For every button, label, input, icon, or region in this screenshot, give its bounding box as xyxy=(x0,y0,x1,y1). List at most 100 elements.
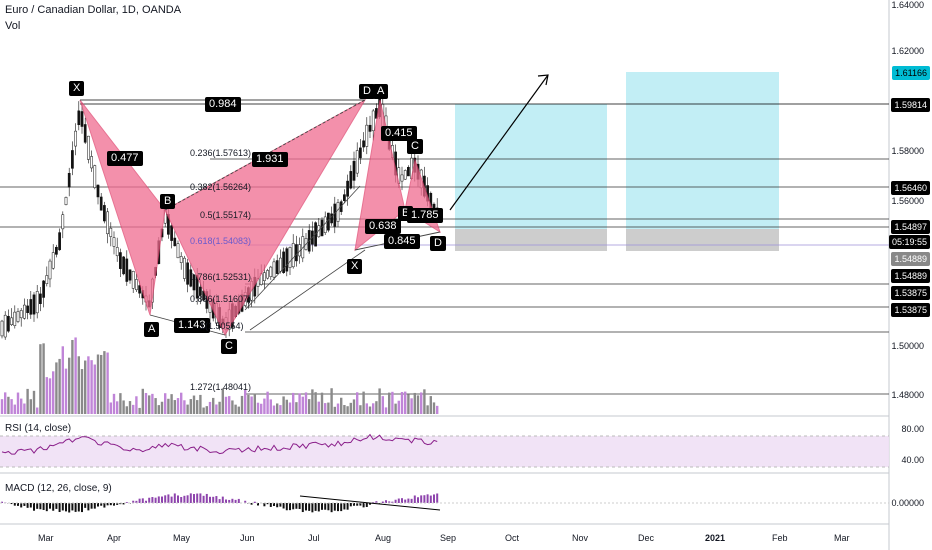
macd-bar xyxy=(231,498,234,503)
volume-bar xyxy=(292,392,295,414)
macd-bar xyxy=(10,503,13,505)
volume-bar xyxy=(308,399,311,414)
volume-bar xyxy=(288,402,292,414)
macd-bar xyxy=(180,496,183,503)
volume-bar xyxy=(349,402,352,414)
volume-bar xyxy=(356,392,359,414)
macd-title[interactable]: MACD (12, 26, close, 9) xyxy=(5,483,112,494)
volume-bar xyxy=(135,396,138,414)
macd-divergence-line xyxy=(299,495,441,511)
macd-bar xyxy=(263,503,266,507)
stop-zone-2[interactable] xyxy=(626,229,779,251)
volume-bar xyxy=(16,392,20,414)
price-badge[interactable]: 1.61166 xyxy=(892,66,930,80)
x-tick: Aug xyxy=(375,533,392,543)
price-badge[interactable]: 05:19:55 xyxy=(888,235,930,249)
volume-bar xyxy=(327,402,330,414)
fib-level-label: 1(1.50554) xyxy=(200,321,244,331)
price-badge[interactable]: 1.54897 xyxy=(891,220,930,234)
stop-zone-1[interactable] xyxy=(455,229,607,251)
macd-bar xyxy=(321,503,323,510)
volume-bar xyxy=(272,405,276,414)
candle-body xyxy=(368,124,372,132)
volume-bar xyxy=(276,403,279,414)
volume-bar xyxy=(205,406,208,414)
volume-bar xyxy=(164,393,167,414)
volume-bar xyxy=(112,393,116,414)
candle-body xyxy=(87,135,90,160)
point-c-1: C xyxy=(221,339,237,354)
candle-body xyxy=(371,110,375,132)
volume-bar xyxy=(333,406,336,414)
candle-body xyxy=(74,130,77,147)
y-tick: 1.56000 xyxy=(891,196,924,206)
candle-body xyxy=(365,124,369,147)
macd-bar xyxy=(209,496,211,503)
volume-bar xyxy=(128,401,132,414)
volume-bar xyxy=(346,406,349,414)
volume-bar xyxy=(301,396,304,414)
macd-bar xyxy=(87,503,90,511)
volume-bar xyxy=(429,396,432,414)
candle-body xyxy=(291,243,295,268)
candle-body xyxy=(327,212,330,231)
fib-level-label: 0.5(1.55174) xyxy=(200,210,252,220)
macd-bar xyxy=(125,502,128,503)
volume-bar xyxy=(45,377,48,414)
macd-bar xyxy=(401,498,403,503)
channel-upper xyxy=(244,185,361,311)
macd-bar xyxy=(42,503,45,510)
macd-bar xyxy=(23,503,26,506)
candle-body xyxy=(288,247,292,268)
price-badge[interactable]: 1.53875 xyxy=(891,303,930,317)
candle-body xyxy=(42,280,45,298)
volume-bar xyxy=(58,358,61,414)
rsi-tick: 40.00 xyxy=(901,455,924,465)
volume-bar xyxy=(170,394,173,414)
candle-body xyxy=(400,174,404,182)
target-zone-2[interactable] xyxy=(626,72,779,229)
volume-bar xyxy=(298,393,301,414)
price-badge[interactable]: 1.53875 xyxy=(891,286,930,300)
volume-bar xyxy=(381,396,384,414)
volume-bar xyxy=(196,400,199,414)
macd-bar xyxy=(234,499,237,503)
price-badge[interactable]: 1.56460 xyxy=(891,181,930,195)
macd-bar xyxy=(289,503,291,511)
macd-bar xyxy=(340,503,343,512)
volume-bar xyxy=(247,394,250,414)
target-zone-1[interactable] xyxy=(455,104,607,229)
macd-bar xyxy=(349,503,352,507)
candle-body xyxy=(64,197,68,205)
macd-bar xyxy=(282,503,285,509)
pattern-1-xab[interactable] xyxy=(79,99,166,316)
volume-bar xyxy=(394,403,397,414)
macd-bar xyxy=(132,500,135,503)
macd-bar xyxy=(193,494,195,503)
price-badge[interactable]: 1.59814 xyxy=(891,98,930,112)
projection-arrow[interactable] xyxy=(449,74,549,211)
candle-body xyxy=(26,305,29,313)
volume-bar xyxy=(240,395,244,414)
macd-bar xyxy=(20,503,23,508)
volume-bar xyxy=(317,401,320,414)
price-badge[interactable]: 1.54889 xyxy=(891,252,930,266)
volume-bar xyxy=(109,402,112,414)
macd-bar xyxy=(423,495,426,503)
macd-bar xyxy=(119,503,122,505)
macd-bar xyxy=(13,503,16,506)
macd-bar xyxy=(17,503,19,506)
volume-bar xyxy=(324,403,327,414)
arrow-head xyxy=(537,74,549,86)
volume-bar xyxy=(407,394,410,414)
macd-bar xyxy=(327,503,330,511)
candle-body xyxy=(336,202,340,222)
rsi-title[interactable]: RSI (14, close) xyxy=(5,423,72,434)
price-badge[interactable]: 1.54889 xyxy=(891,269,930,283)
volume-bar xyxy=(20,398,23,414)
volume-bar xyxy=(96,354,100,414)
candle-body xyxy=(112,237,116,247)
rsi-band xyxy=(0,436,889,467)
candle-body xyxy=(176,243,180,259)
